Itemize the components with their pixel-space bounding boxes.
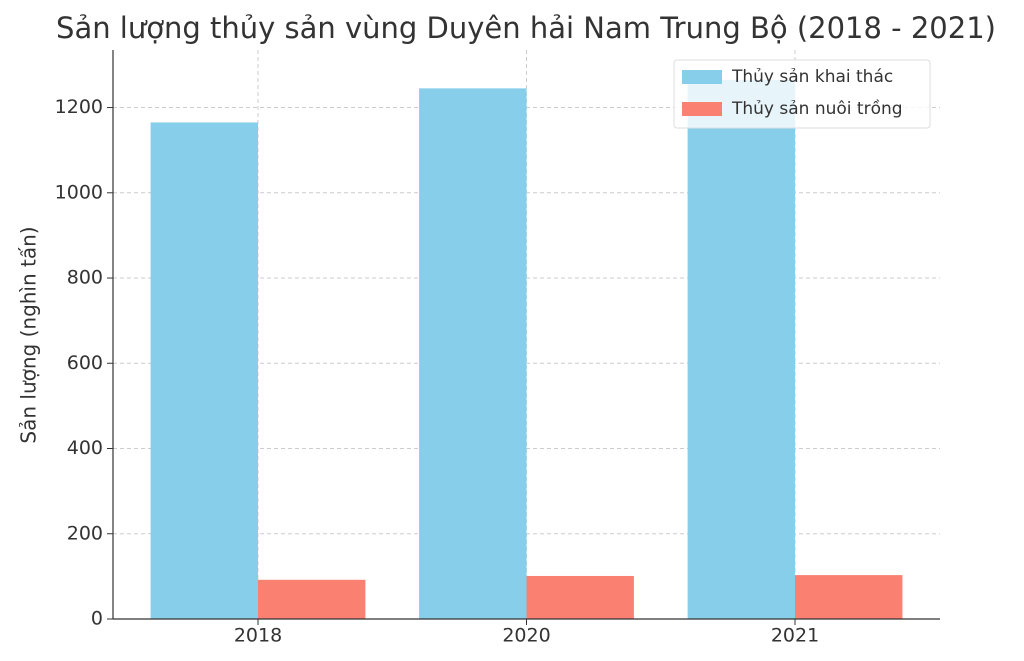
- bar: [258, 579, 366, 619]
- y-tick-label: 0: [91, 608, 103, 630]
- x-tick-label: 2020: [502, 625, 550, 647]
- y-tick-label: 800: [67, 267, 103, 289]
- bar: [795, 575, 903, 619]
- chart-title: Sản lượng thủy sản vùng Duyên hải Nam Tr…: [56, 11, 996, 45]
- legend-swatch: [682, 70, 722, 84]
- y-tick-label: 1200: [55, 96, 103, 118]
- legend-label: Thủy sản nuôi trồng: [731, 98, 903, 119]
- bar: [419, 88, 527, 619]
- bar: [150, 122, 258, 619]
- y-axis-label: Sản lượng (nghìn tấn): [17, 226, 41, 443]
- legend-label: Thủy sản khai thác: [731, 67, 893, 87]
- x-tick-label: 2021: [771, 625, 819, 647]
- bar: [526, 575, 634, 619]
- y-tick-label: 600: [67, 352, 103, 374]
- x-tick-label: 2018: [234, 625, 282, 647]
- y-tick-label: 200: [67, 522, 103, 544]
- y-tick-label: 1000: [55, 181, 103, 203]
- legend-box: [673, 59, 931, 129]
- bar: [687, 79, 795, 619]
- y-tick-label: 400: [67, 437, 103, 459]
- legend-swatch: [682, 102, 722, 116]
